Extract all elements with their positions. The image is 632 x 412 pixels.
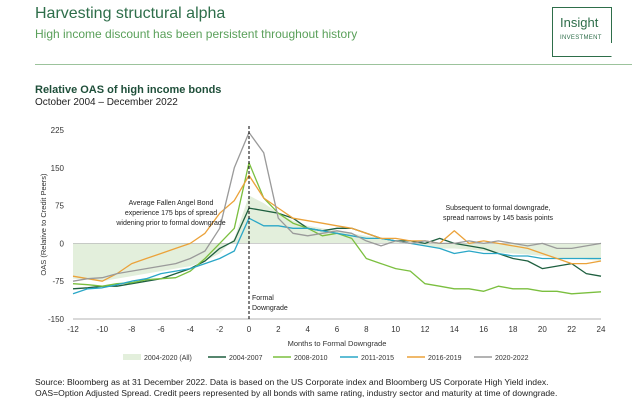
legend-swatch-2004-2020 (All) [123,354,141,360]
x-axis-label: Months to Formal Downgrade [288,339,387,348]
y-tick-label: 0 [60,239,65,248]
source-line-2: OAS=Option Adjusted Spread. Credit peers… [35,387,558,398]
annotation-left-line: Average Fallen Angel Bond [129,200,214,207]
x-tick-label: -8 [128,325,136,334]
x-tick-label: 22 [567,325,576,334]
source-line-1: Source: Bloomberg as at 31 December 2022… [35,377,549,387]
logo-wordmark: Insight [560,15,599,30]
legend-label-2008-2010: 2008-2010 [294,355,328,362]
series-line-2020-2022 [72,131,602,282]
annotation-right-line: spread narrows by 145 basis points [443,215,554,222]
area-series-all [73,195,601,282]
y-tick-label: 225 [51,126,65,135]
y-axis-label: OAS (Relative to Credit Peers) [39,173,48,276]
legend-label-2004-2020 (All): 2004-2020 (All) [144,355,192,362]
x-tick-label: -12 [67,325,79,334]
legend-label-2016-2019: 2016-2019 [428,355,462,362]
x-tick-label: 18 [509,325,518,334]
series-line-2011-2015 [72,217,601,295]
x-tick-label: -6 [157,325,165,334]
x-tick-label: 0 [247,325,252,334]
y-tick-label: -150 [48,315,65,324]
chart-title: Relative OAS of high income bonds [35,84,222,96]
page-title: Harvesting structural alpha [35,5,226,22]
marker-label: Downgrade [252,305,288,312]
logo-tagline: INVESTMENT [560,35,602,41]
x-tick-label: 6 [335,325,340,334]
x-tick-label: -10 [97,325,109,334]
y-tick-label: 150 [51,164,65,173]
x-tick-label: 10 [391,325,400,334]
legend-label-2004-2007: 2004-2007 [229,355,263,362]
x-tick-label: 16 [479,325,488,334]
x-tick-label: -4 [187,325,195,334]
logo-frame-edge [611,7,612,43]
x-tick-label: 8 [364,325,369,334]
x-tick-label: 20 [538,325,547,334]
legend-label-2020-2022: 2020-2022 [495,355,529,362]
annotation-left-line: widening prior to formal downgrade [115,220,225,227]
source-note: Source: Bloomberg as at 31 December 2022… [35,377,630,398]
y-tick-label: 75 [55,202,64,211]
annotation-left-line: experience 175 bps of spread [125,210,217,217]
page-subtitle: High income discount has been persistent… [35,27,358,41]
annotation-right-line: Subsequent to formal downgrade, [445,205,550,212]
x-tick-label: 24 [597,325,606,334]
insight-logo: Insight INVESTMENT [552,7,612,57]
y-tick-label: -75 [52,277,64,286]
logo-frame [552,7,612,57]
legend-label-2011-2015: 2011-2015 [361,355,394,362]
series-line-2016-2019 [72,174,602,282]
x-tick-label: 2 [276,325,281,334]
x-tick-label: 14 [450,325,459,334]
header-rule [35,64,632,65]
x-tick-label: -2 [216,325,224,334]
x-tick-label: 12 [421,325,430,334]
x-tick-label: 4 [305,325,310,334]
chart-subtitle: October 2004 – December 2022 [35,97,178,108]
marker-label: Formal [252,295,274,302]
